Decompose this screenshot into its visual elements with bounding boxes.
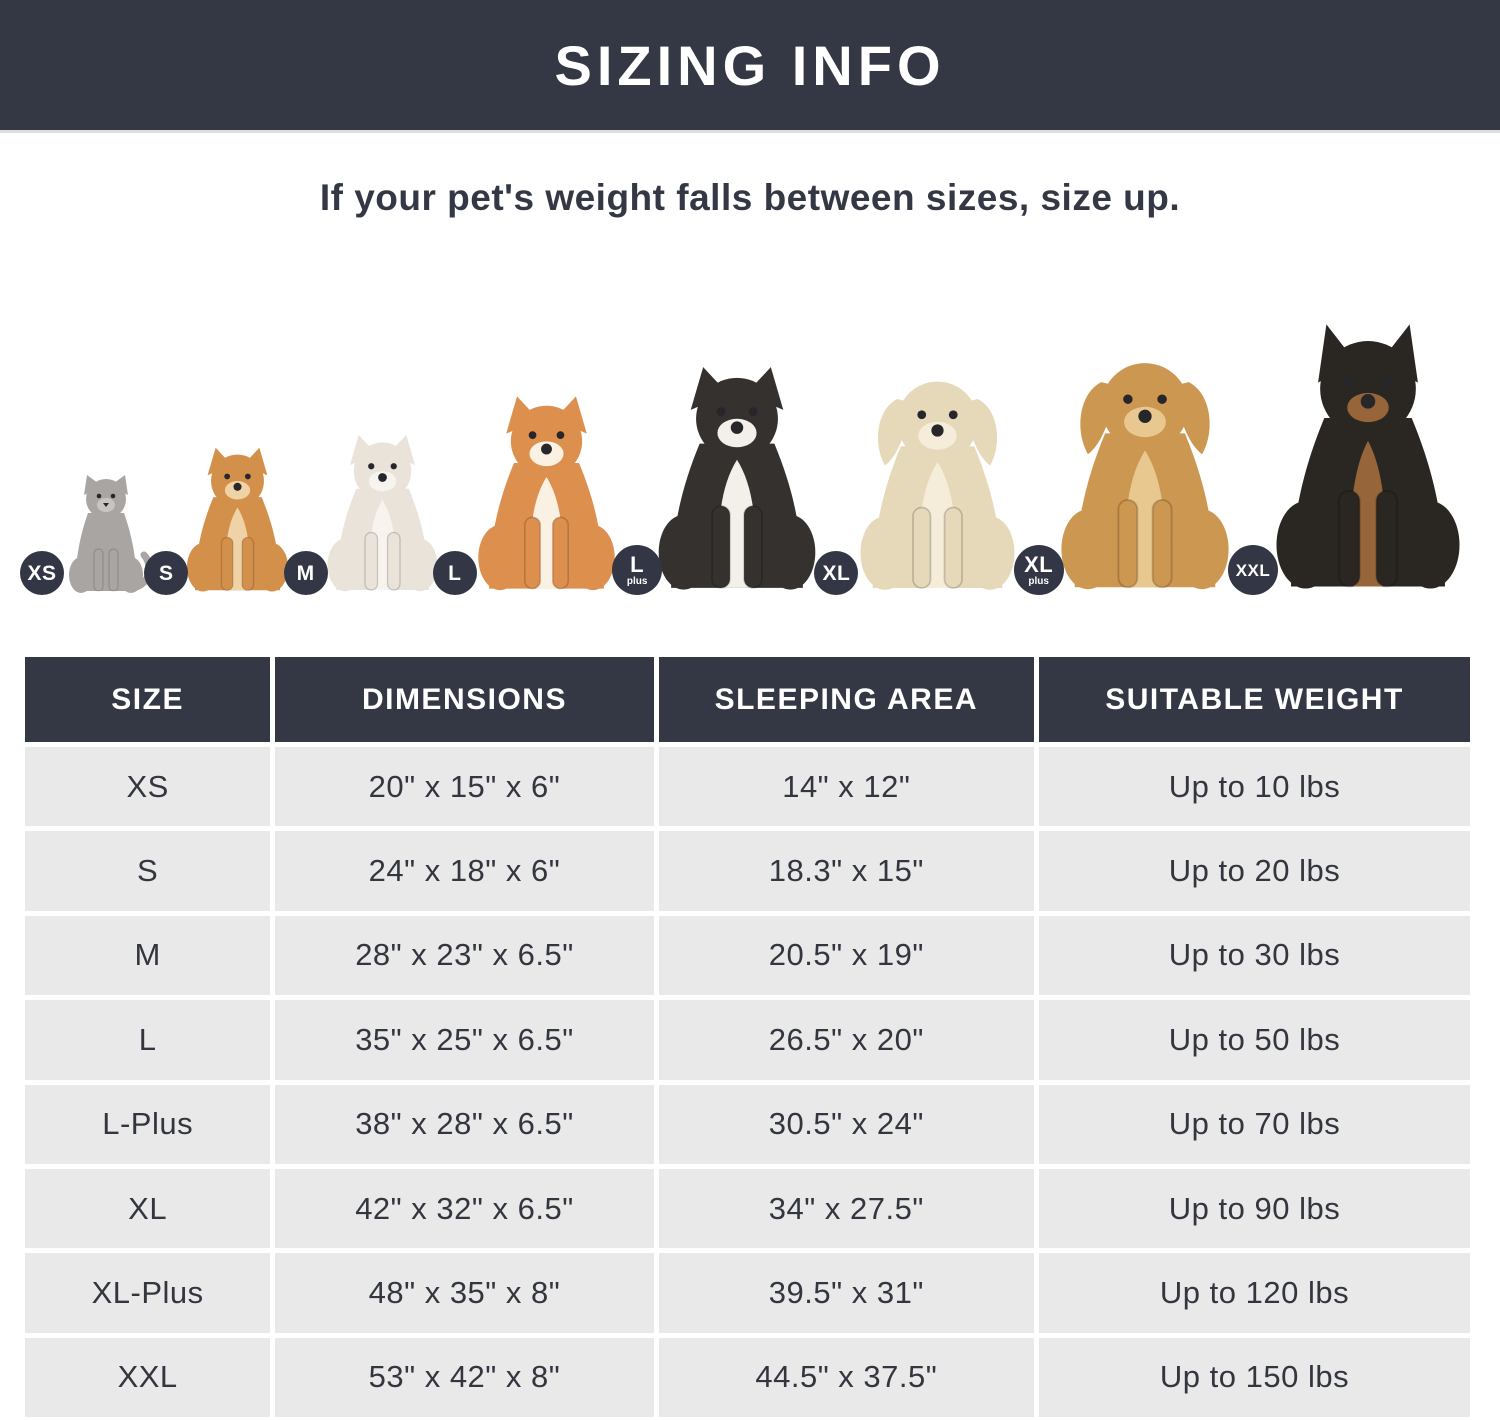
cell-size: XL [25,1168,271,1249]
column-header-suitable-weight: SUITABLE WEIGHT [1039,657,1470,742]
column-header-size: SIZE [25,657,271,742]
cell-size: M [25,915,271,996]
cell-sleeping-area: 34" x 27.5" [658,1168,1034,1249]
pet-figure-cat: XS [20,473,156,595]
cell-sleeping-area: 18.3" x 15" [658,831,1034,911]
pet-figure-doberman: XXL [1227,320,1472,595]
size-badge-l: L [432,551,477,595]
cell-sleeping-area: 44.5" x 37.5" [658,1337,1034,1418]
size-table: SIZE DIMENSIONS SLEEPING AREA SUITABLE W… [25,657,1470,1418]
column-header-dimensions: DIMENSIONS [275,657,654,742]
size-badge-label: L [448,561,462,585]
size-badge-label: S [159,561,174,585]
cell-dimensions: 48" x 35" x 8" [275,1253,654,1333]
cell-suitable-weight: Up to 10 lbs [1039,747,1470,827]
cell-dimensions: 42" x 32" x 6.5" [275,1168,654,1249]
size-badge-label: XXL [1235,560,1271,580]
cell-sleeping-area: 39.5" x 31" [658,1253,1034,1333]
size-badge-label: XL [822,561,851,585]
cell-dimensions: 35" x 25" x 6.5" [275,1000,654,1080]
size-badge-xs: XS [20,551,64,595]
size-badge-xxl: XXL [1227,545,1278,595]
cell-suitable-weight: Up to 20 lbs [1039,831,1470,911]
doberman-image [1276,324,1460,589]
pet-figure-shiba-inu: L [432,390,624,595]
size-badge-label: XS [27,561,57,585]
cell-suitable-weight: Up to 50 lbs [1039,1000,1470,1080]
page-header: SIZING INFO [0,0,1500,133]
french-bulldog-image [327,435,438,592]
column-header-sleeping-area: SLEEPING AREA [658,657,1034,742]
cell-dimensions: 20" x 15" x 6" [275,747,654,827]
cell-dimensions: 28" x 23" x 6.5" [275,915,654,996]
cat-image [69,475,153,593]
size-badge-l-plus: L plus [612,545,663,595]
size-badge-xl-plus: XL plus [1013,545,1064,595]
pet-figure-golden-retriever: XL plus [1013,344,1240,595]
labrador-image [860,381,1015,590]
cell-suitable-weight: Up to 120 lbs [1039,1253,1470,1333]
cell-dimensions: 38" x 28" x 6.5" [275,1084,654,1164]
pomeranian-image [187,447,289,592]
pet-figure-french-bulldog: M [283,430,445,595]
size-badge-sublabel: plus [626,575,648,587]
cell-size: S [25,831,271,911]
cell-size: L [25,1000,271,1080]
cell-size: XS [25,747,271,827]
size-badge-label: L [630,551,645,577]
pet-figure-pomeranian: S [144,443,295,595]
cell-suitable-weight: Up to 70 lbs [1039,1084,1470,1164]
border-collie-image [658,367,816,590]
pet-figure-labrador: XL [814,364,1025,595]
cell-suitable-weight: Up to 90 lbs [1039,1168,1470,1249]
subtitle: If your pet's weight falls between sizes… [319,177,1181,218]
cell-dimensions: 53" x 42" x 8" [275,1337,654,1418]
page-title: SIZING INFO [554,33,946,97]
shiba-inu-image [478,396,615,591]
golden-retriever-image [1061,363,1229,590]
size-badge-s: S [144,551,189,595]
cell-sleeping-area: 20.5" x 19" [658,915,1034,996]
cell-sleeping-area: 14" x 12" [658,747,1034,827]
size-badge-m: M [283,551,328,595]
cell-dimensions: 24" x 18" x 6" [275,831,654,911]
size-badge-xl: XL [814,551,859,595]
cell-suitable-weight: Up to 30 lbs [1039,915,1470,996]
cell-size: L-Plus [25,1084,271,1164]
size-badge-label: XL [1024,551,1054,577]
size-badge-sublabel: plus [1028,575,1049,587]
pets-row: XS S [20,235,1472,595]
cell-sleeping-area: 26.5" x 20" [658,1000,1034,1080]
size-badge-label: M [296,561,315,585]
cell-size: XL-Plus [25,1253,271,1333]
pet-figure-border-collie: L plus [612,360,826,595]
cell-suitable-weight: Up to 150 lbs [1039,1337,1470,1418]
cell-sleeping-area: 30.5" x 24" [658,1084,1034,1164]
cell-size: XXL [25,1337,271,1418]
